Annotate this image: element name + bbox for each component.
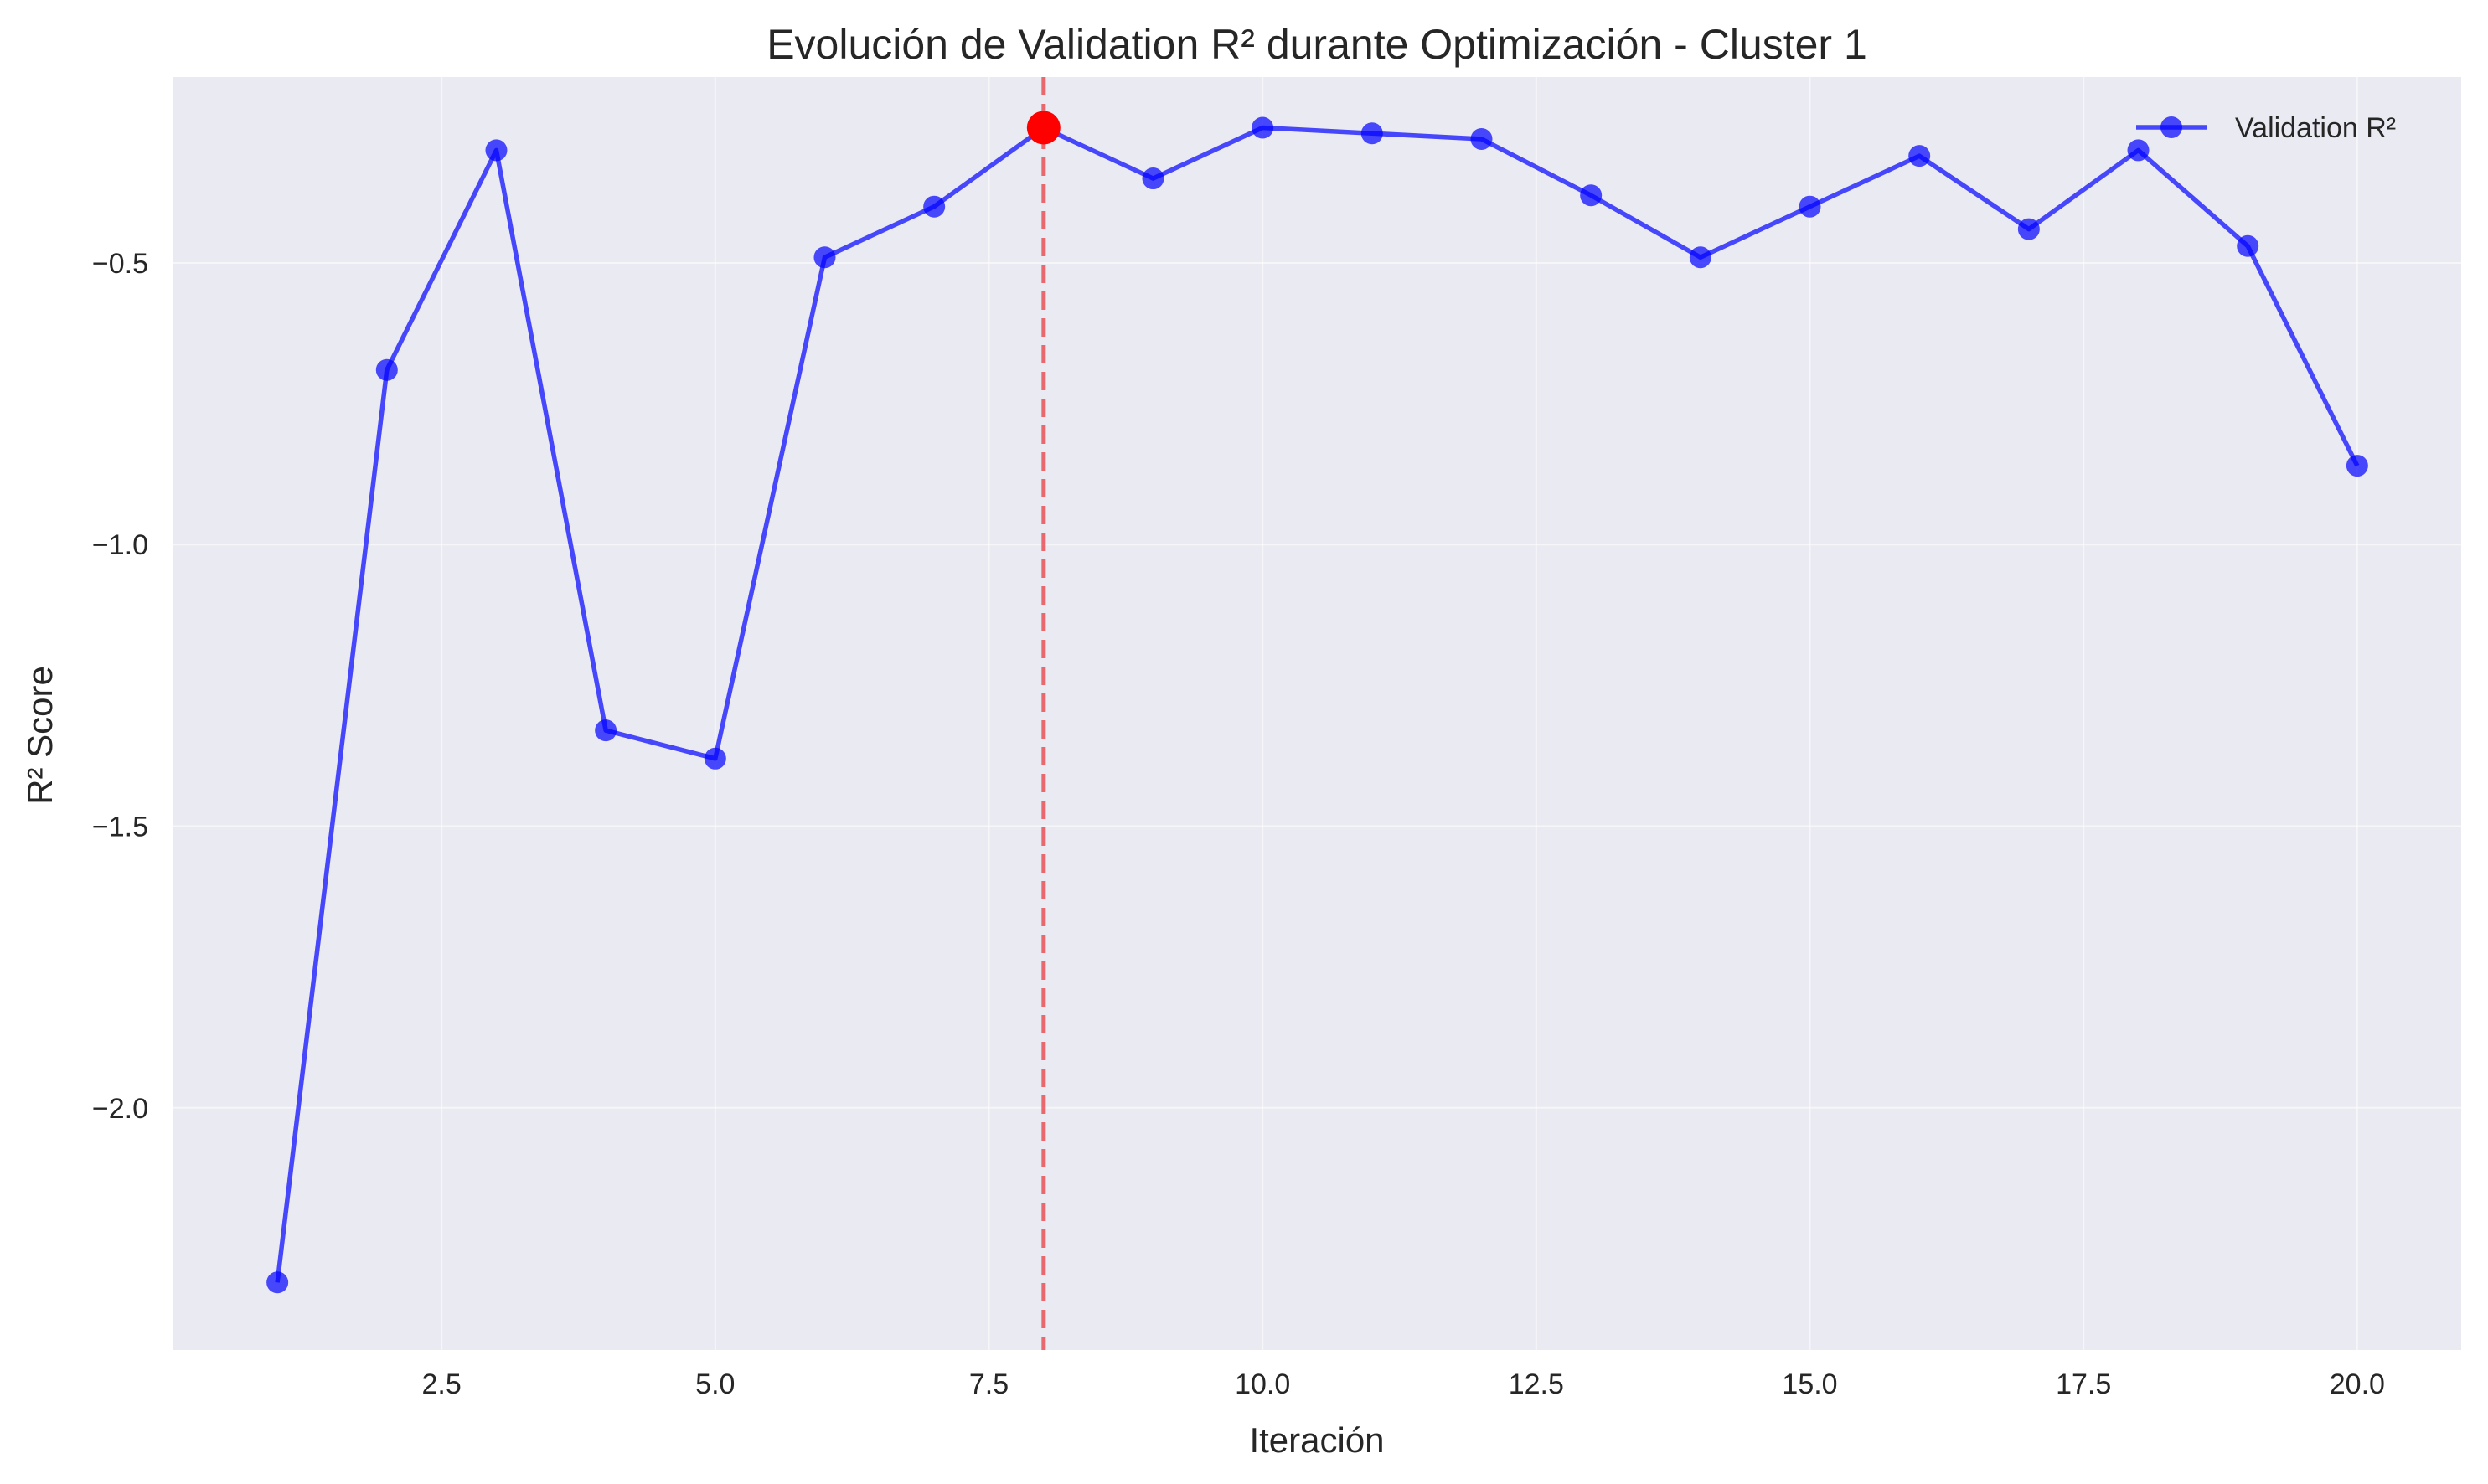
data-point xyxy=(1908,145,1931,167)
y-tick-label: −0.5 xyxy=(92,248,148,280)
data-point xyxy=(923,195,946,218)
x-tick-label: 15.0 xyxy=(1782,1368,1837,1400)
data-point xyxy=(2346,455,2368,477)
x-tick-label: 7.5 xyxy=(969,1368,1009,1400)
x-tick-label: 2.5 xyxy=(422,1368,462,1400)
series-group xyxy=(266,116,2368,1294)
data-point xyxy=(266,1271,289,1294)
x-tick-label: 17.5 xyxy=(2056,1368,2111,1400)
x-tick-label: 10.0 xyxy=(1235,1368,1290,1400)
data-point xyxy=(1689,246,1711,269)
y-tick-label: −1.0 xyxy=(92,529,148,561)
legend: Validation R² xyxy=(2136,112,2396,144)
data-point xyxy=(2017,218,2040,240)
data-point xyxy=(2127,139,2150,162)
data-point xyxy=(1799,195,1821,218)
chart-title: Evolución de Validation R² durante Optim… xyxy=(767,21,1867,68)
data-point xyxy=(813,246,836,269)
data-point xyxy=(704,747,726,770)
data-point xyxy=(1142,167,1164,190)
data-point xyxy=(595,719,617,742)
x-tick-label: 12.5 xyxy=(1509,1368,1564,1400)
data-point xyxy=(1252,116,1274,139)
plot-area xyxy=(173,77,2461,1350)
data-point xyxy=(1360,122,1383,145)
data-point xyxy=(1580,184,1603,207)
y-tick-labels: −2.0 −1.5 −1.0 −0.5 xyxy=(92,248,148,1125)
series-line xyxy=(275,125,2360,1283)
data-point xyxy=(375,358,398,381)
x-tick-label: 5.0 xyxy=(695,1368,735,1400)
data-point xyxy=(485,139,508,162)
data-point xyxy=(1470,127,1493,150)
x-tick-labels: 2.5 5.0 7.5 10.0 12.5 15.0 17.5 20.0 xyxy=(422,1368,2385,1400)
y-tick-label: −2.0 xyxy=(92,1093,148,1125)
grid-lines xyxy=(173,77,2461,1350)
best-point-group xyxy=(1026,111,1061,145)
data-point xyxy=(2237,234,2259,257)
y-tick-label: −1.5 xyxy=(92,812,148,843)
legend-label: Validation R² xyxy=(2235,112,2396,144)
y-axis-label: R² Score xyxy=(20,666,59,805)
best-point-marker xyxy=(1026,111,1061,145)
legend-marker-swatch xyxy=(2160,116,2182,138)
x-axis-label: Iteración xyxy=(1249,1420,1384,1460)
x-tick-label: 20.0 xyxy=(2330,1368,2385,1400)
